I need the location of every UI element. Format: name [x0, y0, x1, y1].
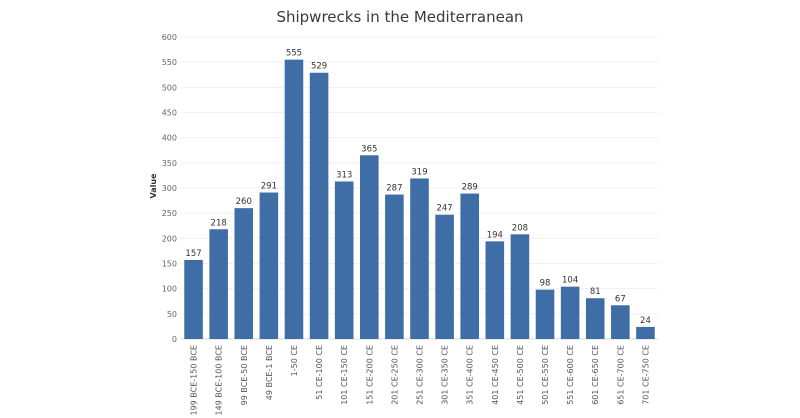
x-tick-label: 451 CE-500 CE — [516, 345, 525, 405]
x-tick-label: 199 BCE-150 BCE — [190, 345, 199, 416]
y-axis-title: Value — [149, 173, 158, 199]
y-tick-label: 400 — [162, 134, 177, 143]
x-tick-label: 301 CE-350 CE — [441, 345, 450, 405]
x-tick-label: 351 CE-400 CE — [466, 345, 475, 405]
data-label: 555 — [286, 49, 302, 59]
y-tick-label: 300 — [162, 184, 177, 193]
x-tick-label: 99 BCE-50 BCE — [240, 345, 249, 405]
data-label: 194 — [487, 230, 503, 240]
x-tick-label: 651 CE-700 CE — [616, 345, 625, 405]
bar — [334, 181, 354, 339]
y-tick-label: 0 — [172, 335, 177, 344]
y-tick-label: 150 — [162, 260, 177, 269]
chart-title: Shipwrecks in the Mediterranean — [276, 8, 524, 26]
bar — [184, 259, 203, 339]
data-label: 24 — [640, 316, 651, 326]
data-label: 365 — [361, 144, 377, 154]
y-tick-label: 100 — [162, 285, 177, 294]
data-label: 218 — [211, 218, 227, 228]
x-tick-label: 601 CE-650 CE — [591, 345, 600, 405]
y-tick-label: 600 — [162, 33, 177, 42]
data-label: 287 — [386, 184, 402, 194]
y-tick-label: 50 — [167, 310, 177, 319]
bar — [410, 178, 429, 339]
x-tick-label: 149 BCE-100 BCE — [215, 345, 224, 416]
data-label: 247 — [436, 204, 452, 214]
data-label: 157 — [185, 249, 201, 259]
data-label: 319 — [411, 167, 427, 177]
data-label: 260 — [236, 197, 252, 207]
bar — [485, 241, 505, 339]
bar — [460, 193, 479, 339]
bar — [435, 214, 454, 339]
x-tick-label: 551 CE-600 CE — [566, 345, 575, 405]
y-tick-label: 550 — [162, 58, 177, 67]
x-tick-label: 151 CE-200 CE — [365, 345, 374, 405]
x-tick-label: 201 CE-250 CE — [390, 345, 399, 405]
bar — [611, 305, 630, 339]
y-tick-label: 350 — [162, 159, 177, 168]
y-tick-label: 450 — [162, 109, 177, 118]
data-label: 289 — [462, 183, 478, 193]
bar — [284, 59, 304, 340]
bar — [585, 298, 605, 339]
x-tick-label: 51 CE-100 CE — [315, 345, 324, 400]
data-label: 98 — [540, 279, 551, 289]
x-tick-label: 701 CE-750 CE — [641, 345, 650, 405]
bar — [209, 229, 228, 339]
data-label: 81 — [590, 287, 601, 297]
y-tick-label: 500 — [162, 83, 177, 92]
bar — [535, 289, 555, 339]
x-tick-label: 401 CE-450 CE — [491, 345, 500, 405]
y-tick-label: 250 — [162, 209, 177, 218]
bar — [360, 155, 379, 339]
data-label: 313 — [336, 170, 352, 180]
bar — [636, 326, 655, 339]
data-label: 208 — [512, 223, 528, 233]
x-tick-label: 1-50 CE — [290, 345, 299, 376]
y-tick-label: 200 — [162, 234, 177, 243]
x-tick-label: 49 BCE-1 BCE — [265, 345, 274, 400]
data-label: 529 — [311, 62, 327, 72]
bar — [234, 208, 254, 339]
data-label: 104 — [562, 276, 578, 286]
data-label: 291 — [261, 182, 277, 192]
data-label: 67 — [615, 294, 626, 304]
bar — [510, 234, 530, 339]
x-tick-label: 501 CE-550 CE — [541, 345, 550, 405]
bar — [385, 194, 404, 339]
bar — [560, 286, 580, 339]
bar — [259, 192, 279, 339]
bar — [309, 72, 329, 340]
x-tick-label: 251 CE-300 CE — [416, 345, 425, 405]
x-tick-label: 101 CE-150 CE — [340, 345, 349, 405]
